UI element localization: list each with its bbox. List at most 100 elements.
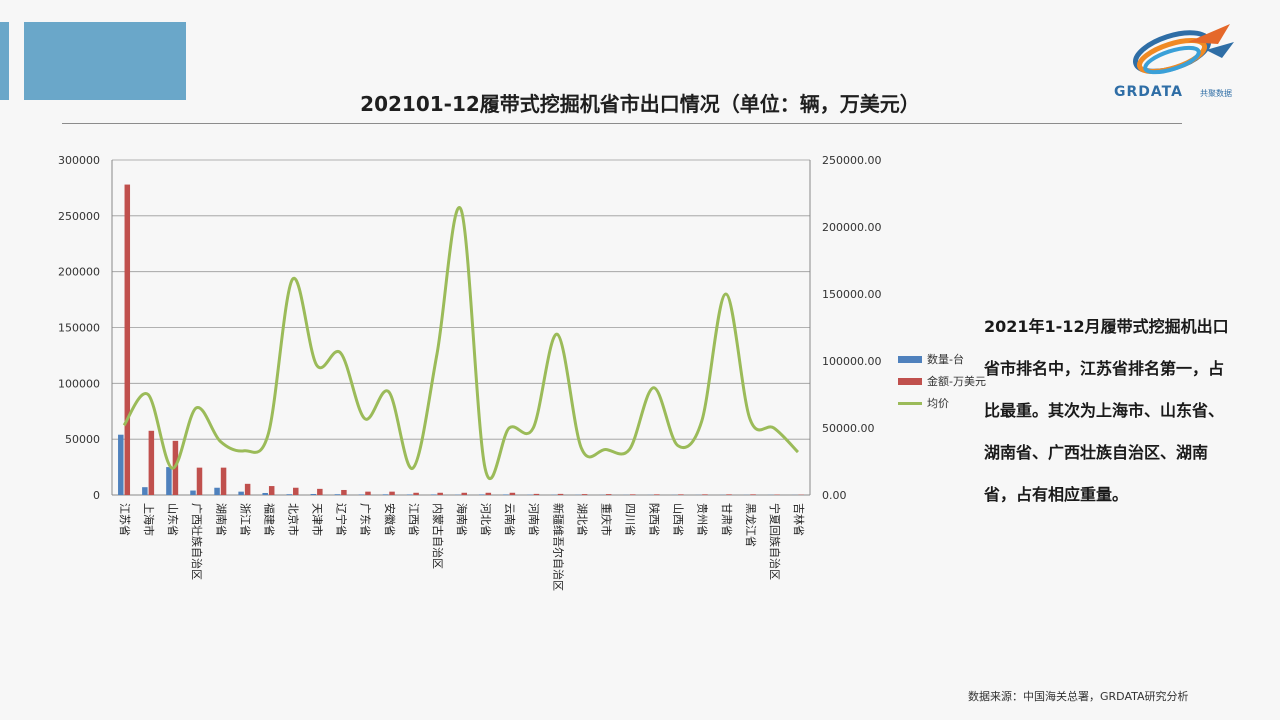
bar-amount xyxy=(341,489,347,495)
legend-label-qty: 数量-台 xyxy=(927,353,964,366)
bar-qty xyxy=(214,487,220,495)
bar-amount xyxy=(461,492,467,495)
y-left-tick-label: 50000 xyxy=(65,433,100,446)
chart-legend: 数量-台 金额-万美元 均价 xyxy=(898,348,986,414)
bar-qty xyxy=(334,494,341,495)
bar-amount xyxy=(220,467,227,495)
bar-qty xyxy=(406,494,413,495)
bar-amount xyxy=(557,493,564,495)
bar-amount xyxy=(533,493,540,495)
bar-amount xyxy=(678,494,684,495)
title-divider xyxy=(62,123,1182,124)
x-category-label: 福建省 xyxy=(262,503,276,536)
x-category-label: 辽宁省 xyxy=(335,503,349,536)
bar-qty xyxy=(310,493,317,495)
bar-amount xyxy=(124,184,131,496)
legend-swatch-amount xyxy=(898,377,922,385)
bar-qty xyxy=(479,494,485,495)
x-category-label: 宁夏回族自治区 xyxy=(768,503,782,580)
bar-amount xyxy=(365,491,371,495)
x-category-label: 重庆市 xyxy=(599,503,613,536)
x-category-label: 海南省 xyxy=(455,503,469,536)
bar-amount xyxy=(485,492,492,495)
bar-amount xyxy=(581,494,588,495)
logo-subtext: 共聚数据 xyxy=(1200,89,1232,98)
bar-qty xyxy=(358,494,365,495)
bar-amount xyxy=(413,492,419,495)
line-avg-price xyxy=(122,206,800,481)
y-left-tick-label: 300000 xyxy=(58,154,100,167)
grdata-logo-icon xyxy=(1133,24,1234,75)
x-category-label: 黑龙江省 xyxy=(744,503,757,547)
x-category-label: 贵州省 xyxy=(696,503,709,536)
legend-item-qty: 数量-台 xyxy=(898,348,986,370)
bar-amount xyxy=(148,430,155,495)
legend-item-price: 均价 xyxy=(898,392,986,414)
x-category-label: 湖北省 xyxy=(575,503,588,536)
accent-bar-small xyxy=(0,22,9,100)
bar-amount xyxy=(750,494,756,495)
x-category-label: 河北省 xyxy=(479,503,492,536)
source-note: 数据来源：中国海关总署，GRDATA研究分析 xyxy=(968,690,1189,703)
bar-amount xyxy=(629,494,636,495)
bar-qty xyxy=(142,487,148,495)
bar-qty xyxy=(382,494,389,495)
bar-amount xyxy=(726,494,732,495)
x-category-label: 新疆维吾尔自治区 xyxy=(551,503,565,591)
bar-amount xyxy=(389,491,395,495)
bar-qty xyxy=(238,491,244,495)
y-left-tick-label: 250000 xyxy=(58,210,100,223)
x-category-label: 甘肃省 xyxy=(720,503,733,536)
export-chart: 0 50000 100000 150000 200000 250000 300000 0.00… xyxy=(58,154,882,591)
legend-item-amount: 金额-万美元 xyxy=(898,370,986,392)
x-category-label: 四川省 xyxy=(623,503,636,536)
bar-amount xyxy=(244,483,251,495)
y-right-tick-label: 50000.00 xyxy=(822,422,875,435)
bar-qty xyxy=(190,490,196,495)
x-category-label: 浙江省 xyxy=(238,503,251,536)
bar-amount xyxy=(293,487,299,495)
bar-qty xyxy=(430,494,437,495)
y-right-tick-label: 250000.00 xyxy=(822,154,882,167)
accent-block xyxy=(24,22,186,100)
bar-qty xyxy=(503,494,509,495)
x-category-label: 吉林省 xyxy=(792,503,806,536)
x-category-label: 江苏省 xyxy=(118,503,131,536)
bar-amount xyxy=(196,467,203,495)
chart-title: 202101-12履带式挖掘机省市出口情况（单位：辆，万美元） xyxy=(360,92,920,116)
bar-amount xyxy=(605,494,612,495)
bar-amount xyxy=(702,494,708,495)
bar-amount xyxy=(654,494,660,495)
bar-qty xyxy=(166,467,172,495)
y-right-tick-label: 150000.00 xyxy=(822,288,882,301)
x-category-label: 内蒙古自治区 xyxy=(431,503,445,569)
legend-label-price: 均价 xyxy=(927,397,949,410)
y-left-tick-label: 150000 xyxy=(58,322,100,335)
y-left-tick-label: 0 xyxy=(93,489,100,502)
y-right-tick-label: 0.00 xyxy=(822,489,847,502)
x-category-label: 上海市 xyxy=(142,503,156,536)
x-category-label: 河南省 xyxy=(527,503,540,536)
y-left-tick-label: 100000 xyxy=(58,377,100,390)
x-category-label: 北京市 xyxy=(287,503,301,536)
x-category-label: 山东省 xyxy=(166,503,179,536)
x-category-label: 江西省 xyxy=(407,503,420,536)
x-category-label: 广东省 xyxy=(359,503,372,536)
bar-amount xyxy=(317,488,323,495)
legend-label-amount: 金额-万美元 xyxy=(927,375,986,388)
x-category-label: 安徽省 xyxy=(383,503,397,536)
x-category-label: 天津市 xyxy=(311,503,325,536)
legend-swatch-price xyxy=(898,401,922,405)
bar-amount xyxy=(509,492,516,495)
bar-amount xyxy=(268,486,275,495)
y-right-tick-label: 100000.00 xyxy=(822,355,882,368)
x-category-label: 湖南省 xyxy=(214,503,227,536)
bar-amount xyxy=(437,492,443,495)
legend-swatch-qty xyxy=(898,355,922,363)
x-category-label: 陕西省 xyxy=(648,503,662,536)
x-category-label: 云南省 xyxy=(503,503,516,536)
logo-text: GRDATA xyxy=(1114,84,1183,100)
x-category-label: 山西省 xyxy=(672,503,685,536)
bar-qty xyxy=(118,434,124,495)
summary-text: 2021年1-12月履带式挖掘机出口省市排名中，江苏省排名第一，占比最重。其次为… xyxy=(984,317,1229,504)
